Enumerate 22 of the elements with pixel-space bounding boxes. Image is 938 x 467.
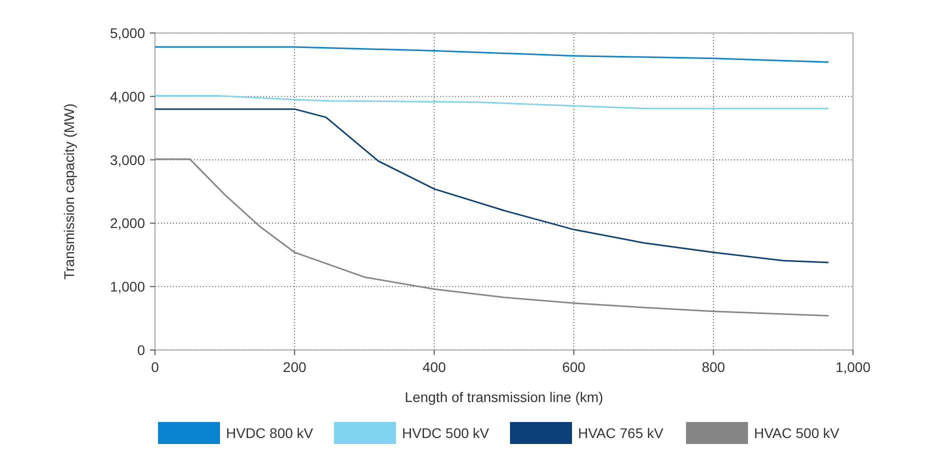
x-tick-label: 1,000 [835,359,871,375]
y-tick-label: 3,000 [110,152,146,168]
y-tick-label: 2,000 [110,215,146,232]
line-series [154,95,830,110]
y-axis-title: Transmission capacity (MW) [61,103,77,280]
y-tick-label: 0 [137,342,146,358]
legend-label: HVAC 500 kV [754,425,840,441]
line-series [154,158,830,317]
x-axis-title: Length of transmission line (km) [404,389,604,405]
y-tick-label: 4,000 [110,88,146,104]
x-tick-label: 0 [151,359,160,375]
line-series [154,46,830,63]
x-tick-label: 800 [702,359,726,375]
legend-label: HVAC 765 kV [578,425,664,441]
x-tick-label: 400 [422,359,446,375]
y-tick-label: 1,000 [110,278,146,295]
line-series [154,108,830,264]
x-tick-label: 600 [562,359,586,375]
legend-label: HVDC 500 kV [402,425,490,441]
y-tick-label: 5,000 [110,25,146,41]
legend-label: HVDC 800 kV [226,425,314,441]
x-tick-label: 200 [282,359,306,375]
